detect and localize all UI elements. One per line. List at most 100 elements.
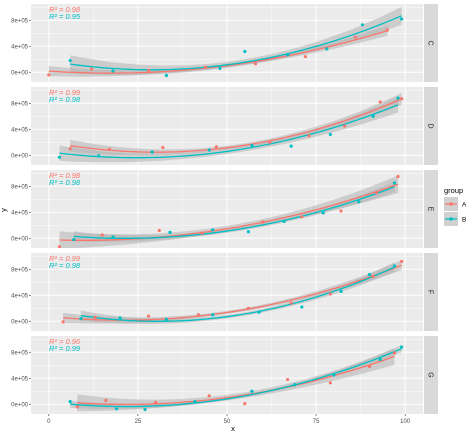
facet-strip: [424, 253, 438, 331]
data-point-B: [328, 132, 332, 137]
data-point-A: [307, 134, 311, 138]
r-squared-label-A: R² = 0.96: [49, 337, 81, 346]
data-point-A: [339, 209, 343, 213]
data-point-B: [285, 53, 290, 57]
data-point-A: [47, 73, 51, 77]
fit-line-B: [80, 266, 395, 322]
legend-label-A: A: [462, 202, 467, 209]
facet-strip: [424, 4, 438, 82]
fit-line-B: [70, 348, 402, 408]
y-tick-label: 4e+05: [11, 44, 29, 50]
data-point-B: [207, 148, 211, 152]
data-point-A: [196, 313, 201, 317]
data-point-B: [250, 389, 254, 393]
facet-strip: [424, 336, 438, 414]
legend-key-B: B: [444, 212, 466, 226]
x-tick-label: 100: [400, 419, 411, 425]
data-point-B: [250, 143, 254, 148]
data-point-B: [400, 17, 404, 21]
data-point-B: [332, 373, 336, 377]
data-point-A: [300, 215, 304, 219]
y-tick-label: 8e+05: [11, 267, 29, 273]
data-point-A: [104, 398, 108, 402]
data-point-B: [72, 237, 76, 242]
data-point-B: [164, 73, 169, 78]
data-point-B: [293, 383, 297, 387]
data-point-B: [392, 264, 397, 268]
data-point-B: [289, 144, 293, 148]
data-point-B: [246, 230, 250, 234]
data-point-B: [243, 49, 247, 54]
fit-line-B: [73, 186, 395, 239]
data-point-B: [164, 317, 169, 321]
data-point-B: [193, 400, 197, 404]
data-point-A: [261, 220, 265, 224]
data-point-A: [328, 292, 332, 296]
plot-area: [57, 174, 400, 248]
data-point-B: [392, 181, 397, 185]
legend-keys: AB: [444, 197, 467, 226]
plot-area: [47, 6, 404, 78]
data-point-A: [400, 259, 404, 264]
data-point-A: [385, 28, 389, 32]
data-point-A: [100, 233, 104, 237]
data-point-B: [300, 305, 304, 309]
r-squared-label-A: R² = 0.98: [49, 171, 81, 180]
data-point-A: [285, 377, 290, 382]
data-point-A: [147, 68, 151, 72]
data-point-A: [400, 97, 404, 101]
r-squared-label-A: R² = 0.99: [49, 254, 81, 263]
fit-line-B: [59, 104, 399, 159]
y-tick-label: 0e+00: [11, 153, 29, 159]
facet-strip-label: F: [427, 290, 434, 294]
data-point-B: [143, 407, 147, 412]
y-tick-label: 0e+00: [11, 70, 29, 76]
data-point-A: [89, 67, 94, 71]
legend: group AB: [444, 186, 467, 226]
r-squared-label-B: R² = 0.98: [49, 261, 81, 270]
data-point-B: [321, 211, 325, 215]
fit-line-A: [48, 30, 388, 74]
data-point-B: [111, 69, 115, 73]
data-point-A: [289, 301, 293, 305]
r-squared-label-B: R² = 0.99: [49, 344, 81, 353]
x-tick-label: 25: [135, 419, 142, 425]
y-tick-label: 4e+05: [11, 376, 29, 382]
data-point-B: [378, 357, 382, 361]
data-point-B: [325, 47, 329, 51]
confidence-band-B: [80, 262, 395, 324]
data-point-A: [243, 402, 247, 406]
fit-line-A: [70, 98, 402, 153]
fit-line-A: [59, 183, 399, 242]
legend-key-A: A: [444, 197, 467, 211]
data-point-A: [161, 145, 165, 150]
data-point-B: [118, 316, 122, 320]
facet-strip-label: C: [427, 40, 434, 45]
plot-area: [57, 93, 404, 163]
r-squared-label-B: R² = 0.98: [49, 178, 81, 187]
r-squared-label-B: R² = 0.95: [49, 12, 81, 21]
data-point-A: [75, 405, 79, 409]
data-point-B: [211, 313, 215, 317]
facet-panels: 0e+00 4e+05 8e+05 C R² = 0.98 R² = 0.95 0e+00 4…: [11, 4, 438, 414]
legend-title: group: [444, 186, 463, 195]
facet-strip: [424, 170, 438, 248]
data-point-A: [107, 147, 111, 151]
data-point-A: [353, 35, 357, 39]
data-point-A: [246, 306, 250, 310]
data-point-A: [343, 124, 347, 128]
data-point-B: [114, 407, 119, 411]
data-point-B: [396, 96, 400, 100]
data-point-B: [282, 219, 286, 223]
x-tick-label: 75: [313, 419, 320, 425]
x-tick-label: 0: [47, 419, 51, 425]
fit-line-B: [70, 15, 402, 71]
data-point-A: [253, 62, 258, 66]
data-point-A: [328, 381, 332, 385]
data-point-B: [257, 310, 261, 314]
y-tick-label: 8e+05: [11, 350, 29, 356]
legend-key-point: [449, 202, 453, 206]
